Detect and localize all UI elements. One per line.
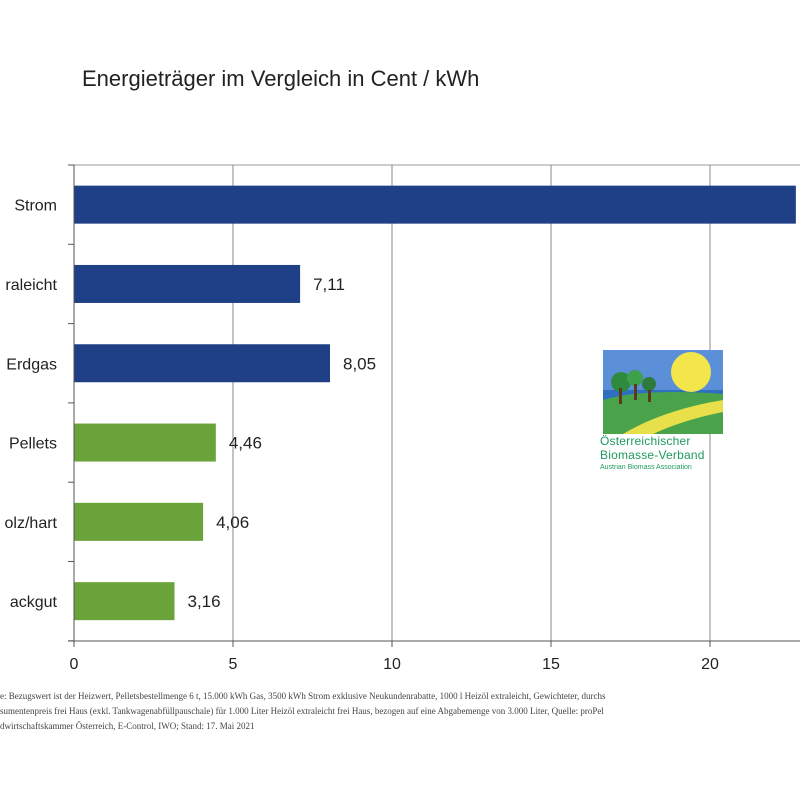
category-label: raleicht	[5, 277, 57, 294]
footnote-line: sumentenpreis frei Haus (exkl. Tankwagen…	[0, 706, 604, 716]
category-label: olz/hart	[5, 515, 58, 532]
data-label: 3,16	[187, 592, 220, 611]
x-tick-label: 5	[229, 656, 238, 673]
logo-landscape-icon	[603, 350, 723, 434]
bar-chart: Strom raleicht 7,11 Erdgas 8,05 Pellets 4,46 ol…	[5, 164, 800, 673]
bar	[74, 423, 216, 462]
data-label: 4,06	[216, 513, 249, 532]
data-label: 4,46	[229, 434, 262, 453]
category-label: Erdgas	[6, 356, 57, 373]
data-label: 8,05	[343, 354, 376, 373]
footnote: e: Bezugswert ist der Heizwert, Pelletsb…	[0, 689, 800, 734]
bar	[74, 502, 204, 541]
bar	[74, 582, 175, 621]
x-tick-label: 0	[70, 656, 79, 673]
bar	[74, 344, 330, 383]
logo-text-line1: Österreichischer	[600, 434, 691, 448]
x-tick-label: 15	[542, 656, 560, 673]
bar	[74, 185, 796, 224]
x-tick-label: 10	[383, 656, 401, 673]
footnote-line: e: Bezugswert ist der Heizwert, Pelletsb…	[0, 691, 606, 701]
data-label: 7,11	[313, 275, 345, 294]
logo-text-line2: Biomasse-Verband	[600, 448, 705, 462]
biomass-association-logo: Österreichischer Biomasse-Verband Austri…	[600, 350, 730, 471]
category-label: Strom	[14, 198, 57, 215]
bar	[74, 264, 301, 303]
x-tick-label: 20	[701, 656, 719, 673]
logo-text-line3: Austrian Biomass Association	[600, 464, 692, 471]
category-label: ackgut	[10, 594, 58, 611]
chart-title: Energieträger im Vergleich in Cent / kWh	[82, 66, 480, 91]
footnote-line: dwirtschaftskammer Österreich, E-Control…	[0, 721, 255, 731]
category-label: Pellets	[9, 436, 57, 453]
